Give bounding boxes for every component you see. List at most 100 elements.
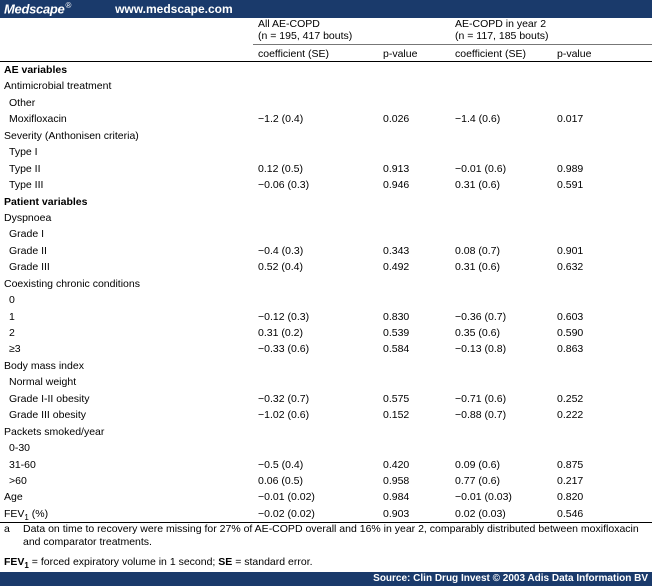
table-row: Other: [0, 95, 652, 111]
p1-cell: 0.584: [383, 343, 410, 356]
p2-cell: 0.017: [557, 113, 584, 126]
coef2-cell: 0.02 (0.03): [455, 507, 506, 520]
coef2-cell: 0.31 (0.6): [455, 179, 500, 192]
row-label: Body mass index: [4, 359, 84, 372]
p1-cell: 0.903: [383, 507, 410, 520]
coef1-cell: −0.5 (0.4): [258, 458, 304, 471]
coef2-cell: −0.01 (0.6): [455, 162, 507, 175]
p1-cell: 0.026: [383, 113, 410, 126]
p2-cell: 0.546: [557, 507, 584, 520]
row-label: AE variables: [4, 64, 68, 76]
table-row: Type I: [0, 144, 652, 160]
row-label: Grade I-II obesity: [9, 392, 90, 405]
p1-cell: 0.830: [383, 310, 410, 323]
row-label: Other: [9, 96, 36, 109]
p1-cell: 0.492: [383, 261, 410, 274]
row-label: 0-30: [9, 442, 31, 455]
table-row: Patient variables: [0, 194, 652, 210]
table-row: 31-60 −0.5 (0.4) 0.420 0.09 (0.6) 0.875: [0, 457, 652, 473]
coef2-cell: −0.13 (0.8): [455, 343, 507, 356]
footnote-text: Data on time to recovery were missing fo…: [23, 523, 639, 548]
row-label: FEV1 (%): [4, 507, 49, 522]
coef2-cell: −0.01 (0.03): [455, 491, 512, 504]
p2-cell: 0.222: [557, 409, 584, 422]
row-label: Grade II: [9, 244, 47, 257]
col-p1-header: p-value: [383, 48, 418, 60]
row-label: Type II: [9, 162, 41, 175]
coef1-cell: −1.2 (0.4): [258, 113, 304, 126]
p2-cell: 0.591: [557, 179, 584, 192]
coef2-cell: 0.35 (0.6): [455, 327, 500, 339]
table-row: Type III −0.06 (0.3) 0.946 0.31 (0.6) 0.591: [0, 177, 652, 193]
p1-cell: 0.152: [383, 409, 410, 422]
table-row: 0-30: [0, 440, 652, 456]
table-row: Packets smoked/year: [0, 424, 652, 440]
table-row: Grade III obesity −1.02 (0.6) 0.152 −0.88 (…: [0, 407, 652, 423]
row-label: Type I: [9, 146, 38, 159]
col-coef2-header: coefficient (SE): [455, 48, 527, 60]
col-coef1-header: coefficient (SE): [258, 48, 330, 60]
row-label: Moxifloxacin: [9, 113, 67, 126]
table-row: Age −0.01 (0.02) 0.984 −0.01 (0.03) 0.820: [0, 489, 652, 505]
row-label: 0: [9, 294, 15, 307]
coef1-cell: 0.06 (0.5): [258, 474, 303, 487]
table-row: Body mass index: [0, 358, 652, 374]
row-label: Type III: [9, 179, 44, 192]
table-row: ≥3 −0.33 (0.6) 0.584 −0.13 (0.8) 0.863: [0, 341, 652, 357]
table-row: FEV1 (%) −0.02 (0.02) 0.903 0.02 (0.03) 0.54…: [0, 506, 652, 522]
table-row: Grade II −0.4 (0.3) 0.343 0.08 (0.7) 0.901: [0, 243, 652, 259]
table-row: 0: [0, 292, 652, 308]
medscape-logo[interactable]: Medscape®: [4, 1, 72, 17]
footnote-letter: a: [4, 523, 10, 535]
coef1-cell: 0.12 (0.5): [258, 162, 303, 175]
coef1-cell: 0.52 (0.4): [258, 261, 303, 274]
site-url[interactable]: www.medscape.com: [115, 2, 233, 16]
table-bottom-rule: [0, 522, 652, 523]
coef1-cell: −0.4 (0.3): [258, 244, 304, 257]
coef2-cell: 0.31 (0.6): [455, 261, 500, 274]
p1-cell: 0.984: [383, 491, 410, 504]
p2-cell: 0.217: [557, 474, 584, 487]
col-p2-header: p-value: [557, 48, 592, 60]
coef1-cell: −0.02 (0.02): [258, 507, 315, 520]
row-label: Patient variables: [4, 195, 88, 208]
table-row: Normal weight: [0, 374, 652, 390]
row-label: Normal weight: [9, 376, 77, 389]
p2-cell: 0.590: [557, 327, 584, 339]
row-label: 2: [9, 327, 15, 339]
footnote-a: a Data on time to recovery were missing …: [0, 523, 652, 549]
coef2-cell: −0.88 (0.7): [455, 409, 507, 422]
coef2-cell: 0.77 (0.6): [455, 474, 500, 487]
coef1-cell: −0.12 (0.3): [258, 310, 310, 323]
p2-cell: 0.603: [557, 310, 584, 323]
table-row: Moxifloxacin −1.2 (0.4) 0.026 −1.4 (0.6) 0.0…: [0, 111, 652, 127]
p1-cell: 0.420: [383, 458, 410, 471]
row-label: Age: [4, 491, 23, 504]
p2-cell: 0.252: [557, 392, 584, 405]
row-label: Grade I: [9, 228, 45, 241]
row-label: Severity (Anthonisen criteria): [4, 129, 139, 142]
row-label: Grade III obesity: [9, 409, 87, 422]
p2-cell: 0.820: [557, 491, 584, 504]
p1-cell: 0.343: [383, 244, 410, 257]
table-header: All AE-COPD (n = 195, 417 bouts) AE-COPD…: [0, 18, 652, 62]
row-label: 1: [9, 310, 15, 323]
table-row: Antimicrobial treatment: [0, 78, 652, 94]
table-body: AE variables Antimicrobial treatment Other…: [0, 62, 652, 522]
table-row: Grade I-II obesity −0.32 (0.7) 0.575 −0.71 …: [0, 391, 652, 407]
coef1-cell: −0.32 (0.7): [258, 392, 310, 405]
coef2-cell: 0.08 (0.7): [455, 244, 500, 257]
table-row: 2 0.31 (0.2) 0.539 0.35 (0.6) 0.590: [0, 325, 652, 341]
table-row: Coexisting chronic conditions: [0, 276, 652, 292]
table-row: Grade I: [0, 226, 652, 242]
p1-cell: 0.539: [383, 327, 410, 339]
table-row: >60 0.06 (0.5) 0.958 0.77 (0.6) 0.217: [0, 473, 652, 489]
source-text: Source: Clin Drug Invest © 2003 Adis Dat…: [373, 573, 648, 584]
p1-cell: 0.575: [383, 392, 410, 405]
coef1-cell: −1.02 (0.6): [258, 409, 310, 422]
coef1-cell: −0.06 (0.3): [258, 179, 310, 192]
header-rule: [0, 61, 652, 62]
p1-cell: 0.958: [383, 474, 410, 487]
row-label: >60: [9, 474, 27, 487]
p2-cell: 0.989: [557, 162, 584, 175]
